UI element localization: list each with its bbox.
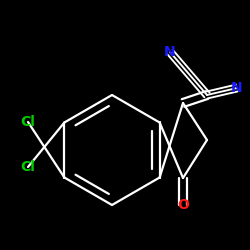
Text: N: N [231, 81, 243, 95]
Text: Cl: Cl [20, 115, 36, 129]
Text: Cl: Cl [20, 160, 36, 174]
Text: N: N [164, 45, 176, 59]
Text: O: O [177, 198, 189, 212]
